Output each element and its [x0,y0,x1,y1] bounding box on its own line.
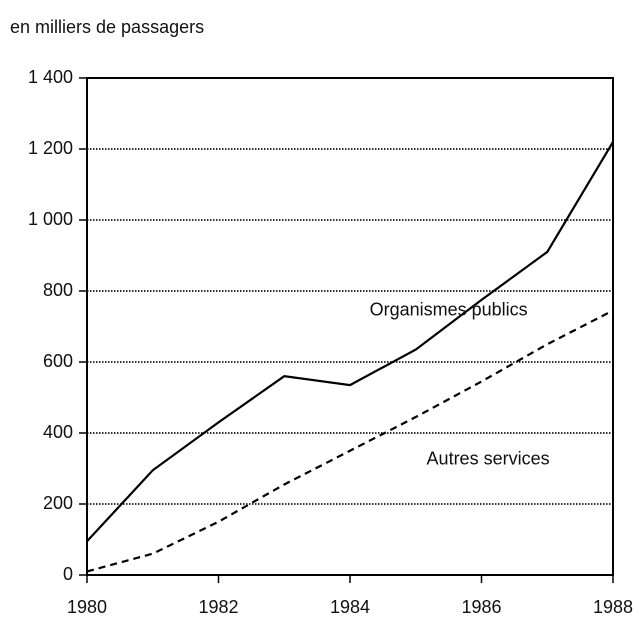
x-tick-label: 1984 [330,597,370,617]
series-line [86,141,614,543]
y-tick-label: 1 400 [28,67,73,87]
x-tick-label: 1988 [593,597,633,617]
x-tick-label: 1980 [67,597,107,617]
series-label: Organismes publics [370,299,528,319]
y-tick-label: 1 000 [28,209,73,229]
y-tick-label: 800 [43,280,73,300]
x-tick-label: 1982 [198,597,238,617]
y-tick-label: 400 [43,422,73,442]
plot-frame [86,77,614,576]
y-tick-label: 200 [43,493,73,513]
x-tick-label: 1986 [461,597,501,617]
y-axis-label: en milliers de passagers [10,17,204,37]
y-tick-label: 0 [63,564,73,584]
series-line [86,309,614,573]
y-tick-label: 1 200 [28,138,73,158]
series-label: Autres services [427,448,550,468]
y-tick-label: 600 [43,351,73,371]
